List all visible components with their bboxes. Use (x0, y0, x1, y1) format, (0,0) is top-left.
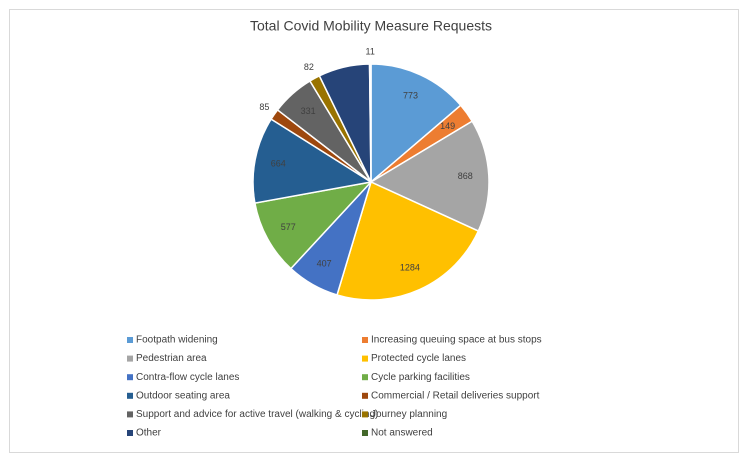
data-label: 149 (440, 121, 455, 131)
legend-swatch (127, 392, 133, 399)
legend-label: Outdoor seating area (136, 390, 230, 401)
pie-slice (368, 63, 372, 183)
data-label: 331 (301, 106, 316, 116)
pie-slice (370, 63, 462, 184)
data-label: 1284 (400, 262, 420, 272)
legend-swatch (362, 374, 368, 381)
legend-label: Contra-flow cycle lanes (136, 372, 239, 383)
pie-slice (252, 118, 374, 204)
legend-label: Other (136, 428, 162, 439)
legend-swatch (362, 355, 368, 362)
legend-swatch (127, 337, 133, 343)
legend-swatch (362, 430, 368, 436)
data-label: 773 (403, 91, 418, 101)
legend-label: Pedestrian area (136, 353, 207, 364)
data-label: 407 (317, 258, 332, 268)
pie-slice (336, 180, 480, 301)
data-label: 11 (366, 46, 375, 56)
legend-swatch (362, 411, 368, 418)
legend-label: Protected cycle lanes (371, 353, 466, 364)
pie-slice (369, 120, 490, 233)
data-label: 82 (304, 62, 314, 72)
legend-swatch (127, 355, 133, 362)
legend-swatch (127, 430, 133, 436)
legend-swatch (362, 392, 368, 399)
legend-label: Journey planning (371, 409, 447, 420)
data-label: 85 (259, 102, 269, 112)
data-label: 664 (271, 158, 286, 168)
legend-label: Cycle parking facilities (371, 372, 470, 383)
legend-label: Support and advice for active travel (wa… (136, 409, 378, 420)
data-label: 868 (458, 171, 473, 181)
legend-swatch (127, 374, 133, 381)
legend-swatch (127, 411, 133, 418)
legend-swatch (362, 337, 368, 343)
data-label: 577 (281, 222, 296, 232)
legend-label: Footpath widening (136, 335, 218, 346)
pie-slice (254, 180, 374, 270)
legend-label: Not answered (371, 428, 433, 439)
legend-label: Commercial / Retail deliveries support (371, 390, 540, 401)
chart-title: Total Covid Mobility Measure Requests (250, 18, 492, 34)
legend-label: Increasing queuing space at bus stops (371, 335, 542, 346)
